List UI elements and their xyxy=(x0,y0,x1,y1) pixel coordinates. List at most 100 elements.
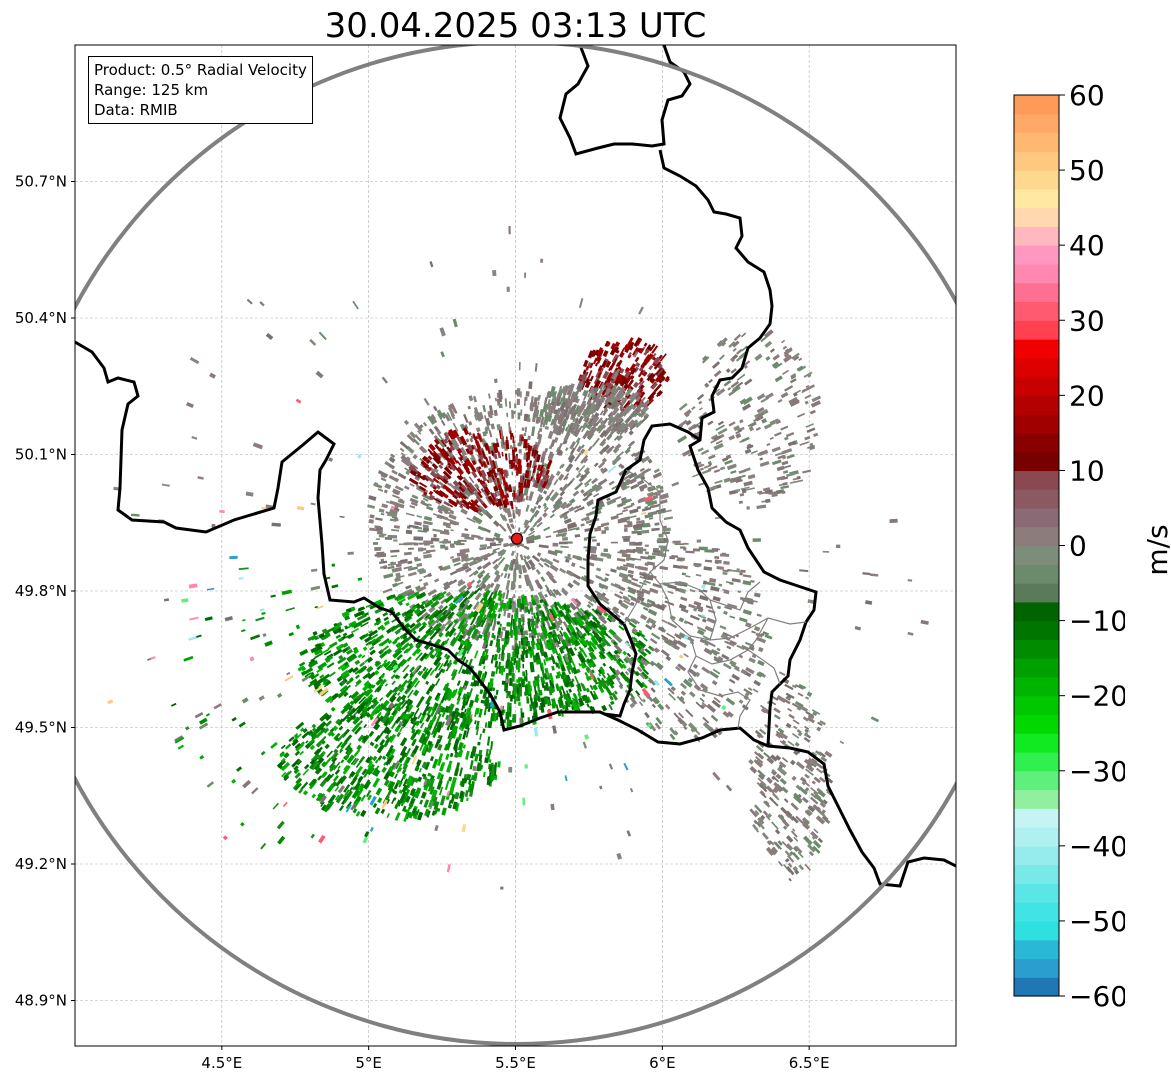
echo-pixel xyxy=(514,403,517,409)
echo-pixel xyxy=(425,475,435,484)
echo-pixel xyxy=(383,620,391,626)
echo-pixel xyxy=(514,614,518,622)
echo-pixel xyxy=(473,435,479,441)
echo-pixel xyxy=(385,500,390,504)
echo-pixel xyxy=(395,572,401,578)
echo-pixel xyxy=(415,616,424,623)
echo-pixel xyxy=(476,432,483,442)
echo-pixel xyxy=(654,522,660,526)
echo-pixel xyxy=(477,525,486,532)
echo-pixel xyxy=(549,564,559,572)
echo-pixel xyxy=(284,743,292,750)
echo-pixel xyxy=(450,413,456,420)
echo-pixel xyxy=(706,703,717,713)
echo-pixel xyxy=(656,389,663,397)
echo-pixel xyxy=(501,644,506,651)
echo-pixel xyxy=(456,696,461,705)
echo-pixel xyxy=(538,427,543,433)
echo-pixel xyxy=(510,662,514,669)
echo-pixel xyxy=(488,410,493,419)
echo-pixel xyxy=(471,470,478,479)
echo-pixel xyxy=(764,340,773,348)
echo-pixel xyxy=(555,470,561,477)
echo-pixel xyxy=(792,719,800,725)
echo-pixel xyxy=(708,454,716,460)
echo-pixel xyxy=(298,661,306,667)
echo-pixel xyxy=(350,627,359,634)
echo-pixel xyxy=(629,477,637,485)
echo-pixel xyxy=(539,408,545,418)
echo-pixel xyxy=(635,520,641,524)
echo-pixel xyxy=(802,469,812,474)
echo-pixel xyxy=(594,362,599,367)
echo-pixel xyxy=(442,470,452,480)
echo-pixel xyxy=(721,457,729,462)
echo-pixel xyxy=(487,721,493,729)
echo-pixel xyxy=(803,371,813,378)
echo-pixel xyxy=(742,574,752,578)
echo-pixel xyxy=(353,749,361,757)
echo-pixel xyxy=(500,471,504,480)
echo-pixel xyxy=(497,477,503,485)
echo-pixel xyxy=(579,376,583,380)
echo-pixel xyxy=(561,589,568,597)
echo-pixel xyxy=(422,491,428,496)
echo-pixel xyxy=(488,430,493,438)
echo-pixel xyxy=(622,535,631,539)
echo-pixel xyxy=(462,730,467,740)
echo-pixel xyxy=(442,521,452,528)
echo-pixel xyxy=(458,485,466,493)
echo-pixel xyxy=(447,404,453,410)
echo-pixel xyxy=(624,367,631,373)
echo-pixel xyxy=(464,556,475,563)
echo-pixel xyxy=(637,530,642,536)
echo-pixel xyxy=(523,414,528,422)
echo-pixel xyxy=(412,454,418,460)
echo-pixel xyxy=(497,556,503,561)
echo-pixel xyxy=(798,864,805,871)
echo-pixel xyxy=(584,482,590,488)
echo-pixel xyxy=(534,516,543,525)
echo-pixel xyxy=(713,442,724,451)
echo-pixel xyxy=(557,532,568,537)
echo-pixel xyxy=(531,505,537,514)
echo-pixel xyxy=(531,447,535,457)
echo-pixel xyxy=(590,625,599,636)
echo-pixel xyxy=(630,452,636,458)
echo-pixel xyxy=(793,836,799,842)
echo-pixel xyxy=(591,477,598,485)
echo-pixel xyxy=(794,742,800,747)
echo-pixel xyxy=(638,347,645,354)
echo-pixel xyxy=(513,657,517,664)
echo-pixel xyxy=(481,624,488,635)
echo-pixel xyxy=(698,546,708,551)
echo-pixel xyxy=(623,527,628,533)
echo-pixel xyxy=(595,354,602,362)
echo-pixel xyxy=(450,556,454,559)
echo-pixel xyxy=(640,455,651,464)
echo-pixel xyxy=(524,470,530,479)
echo-pixel xyxy=(409,431,417,439)
echo-pixel xyxy=(527,618,531,623)
echo-pixel xyxy=(440,447,450,458)
echo-pixel xyxy=(592,684,598,691)
echo-pixel xyxy=(544,447,549,453)
echo-pixel xyxy=(510,629,514,638)
echo-pixel xyxy=(608,704,614,711)
echo-pixel xyxy=(535,416,540,424)
echo-pixel xyxy=(406,433,416,443)
echo-pixel xyxy=(466,517,476,524)
echo-pixel xyxy=(574,675,580,685)
echo-pixel xyxy=(528,515,535,523)
echo-pixel xyxy=(568,455,576,464)
echo-pixel xyxy=(591,439,599,448)
echo-pixel xyxy=(303,764,310,770)
echo-pixel xyxy=(480,488,485,493)
echo-pixel xyxy=(556,620,562,626)
echo-pixel xyxy=(330,706,336,712)
echo-pixel xyxy=(580,516,589,522)
echo-pixel xyxy=(433,435,440,441)
echo-pixel xyxy=(563,440,568,445)
echo-pixel xyxy=(824,750,833,758)
echo-pixel xyxy=(634,549,640,553)
